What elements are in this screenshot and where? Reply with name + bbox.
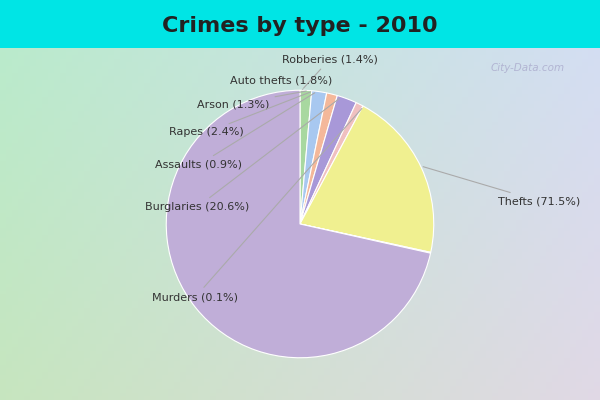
Text: Assaults (0.9%): Assaults (0.9%) <box>155 93 315 170</box>
Wedge shape <box>300 103 363 224</box>
Text: Arson (1.3%): Arson (1.3%) <box>197 91 306 109</box>
Text: Auto thefts (1.8%): Auto thefts (1.8%) <box>230 75 332 89</box>
Text: Murders (0.1%): Murders (0.1%) <box>152 108 362 302</box>
Text: Crimes by type - 2010: Crimes by type - 2010 <box>162 16 438 36</box>
Text: Rapes (2.4%): Rapes (2.4%) <box>169 92 311 138</box>
Text: Robberies (1.4%): Robberies (1.4%) <box>281 54 377 88</box>
Wedge shape <box>300 91 327 224</box>
Wedge shape <box>166 90 431 358</box>
Wedge shape <box>300 90 312 224</box>
Wedge shape <box>300 96 356 224</box>
Wedge shape <box>300 93 337 224</box>
Text: City-Data.com: City-Data.com <box>491 63 565 73</box>
Text: Thefts (71.5%): Thefts (71.5%) <box>423 167 580 206</box>
Wedge shape <box>300 106 434 252</box>
Text: Burglaries (20.6%): Burglaries (20.6%) <box>145 98 340 212</box>
Wedge shape <box>300 224 431 253</box>
